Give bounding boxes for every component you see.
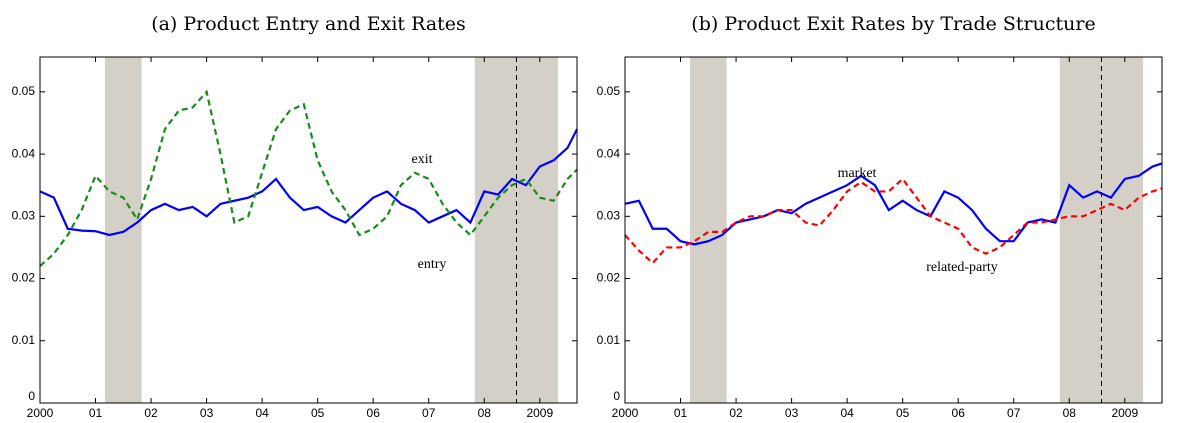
- recession-band: [689, 57, 727, 403]
- x-tick-label: 03: [200, 406, 214, 420]
- y-tick-label: 0.05: [597, 84, 621, 98]
- y-tick-label: 0.03: [597, 208, 621, 222]
- x-tick-label: 08: [1063, 406, 1077, 420]
- y-tick-label: 0.05: [12, 84, 36, 98]
- x-tick-label: 02: [729, 406, 743, 420]
- y-tick-label: 0.01: [12, 333, 36, 347]
- x-tick-label: 01: [674, 406, 688, 420]
- series-line: [39, 89, 578, 267]
- x-tick-label: 2009: [1111, 406, 1138, 420]
- x-tick-label: 05: [896, 406, 910, 420]
- series-line: [39, 128, 578, 237]
- y-tick-label: 0: [613, 389, 620, 403]
- x-tick-label: 06: [952, 406, 966, 420]
- x-tick-label: 02: [144, 406, 158, 420]
- x-tick-label: 08: [478, 406, 492, 420]
- x-tick-label: 05: [311, 406, 325, 420]
- plot-frame: [39, 56, 578, 404]
- series-line: [624, 177, 1163, 265]
- x-tick-label: 07: [1007, 406, 1021, 420]
- x-tick-label: 2000: [612, 406, 639, 420]
- y-tick-label: 0.03: [12, 208, 36, 222]
- x-tick-label: 2009: [526, 406, 553, 420]
- x-tick-label: 2000: [27, 406, 54, 420]
- chart-title: (b) Product Exit Rates by Trade Structur…: [691, 13, 1095, 35]
- y-tick-label: 0.04: [597, 146, 621, 160]
- series-label: market: [838, 166, 877, 181]
- y-tick-label: 0: [28, 389, 35, 403]
- x-tick-label: 07: [422, 406, 436, 420]
- y-tick-label: 0.04: [12, 146, 36, 160]
- plot-frame: [624, 56, 1163, 404]
- x-tick-label: 04: [840, 406, 854, 420]
- y-tick-label: 0.02: [597, 271, 621, 285]
- x-tick-label: 04: [255, 406, 269, 420]
- y-tick-label: 0.02: [12, 271, 36, 285]
- x-tick-label: 01: [89, 406, 103, 420]
- series-label: exit: [412, 152, 433, 167]
- x-tick-label: 06: [367, 406, 381, 420]
- series-label: related-party: [926, 260, 998, 275]
- recession-band: [104, 57, 142, 403]
- series-line: [624, 162, 1163, 246]
- series-label: entry: [418, 257, 447, 272]
- x-tick-label: 03: [785, 406, 799, 420]
- y-tick-label: 0.01: [597, 333, 621, 347]
- chart-title: (a) Product Entry and Exit Rates: [151, 13, 466, 35]
